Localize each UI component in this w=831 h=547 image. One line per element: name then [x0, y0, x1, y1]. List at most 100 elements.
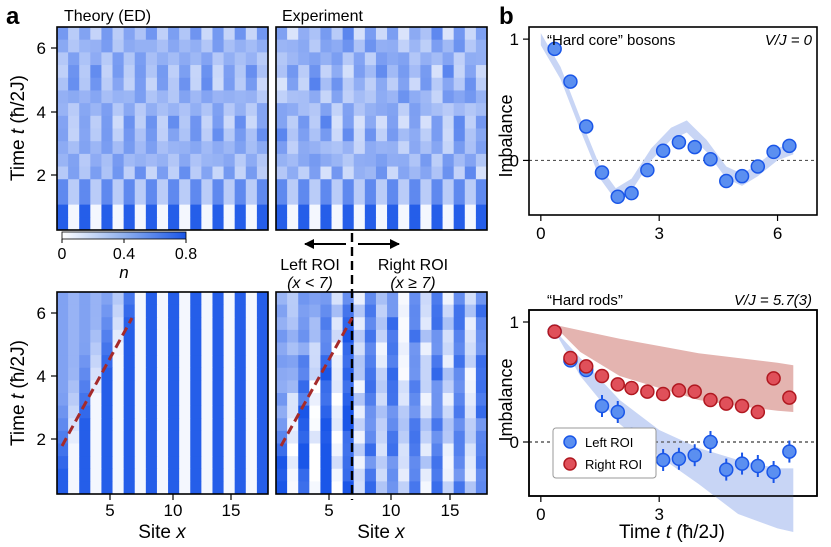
heatmap-cell [287, 153, 299, 167]
heatmap-cell [309, 418, 321, 432]
heatmap-cell [475, 191, 488, 206]
heatmap-cell [245, 191, 258, 206]
heatmap-cell [409, 367, 421, 381]
heatmap-cell [234, 115, 247, 129]
heatmap-cell [331, 217, 344, 231]
plot-frame [528, 309, 818, 497]
heatmap-cell [276, 329, 288, 343]
heatmap-cell [398, 405, 410, 419]
heatmap-cell [442, 179, 455, 193]
heatmap-cell [409, 355, 421, 369]
heatmap-cell [342, 481, 355, 495]
heatmap-cell [420, 191, 432, 206]
heatmap-cell [201, 468, 213, 482]
heatmap-cell [375, 27, 388, 41]
heatmap-cell [179, 418, 191, 432]
heatmap-cell [276, 304, 288, 318]
heatmap-cell [112, 393, 125, 407]
right-roi-point [719, 396, 734, 411]
heatmap-cell [387, 443, 399, 457]
heatmap-cell [57, 217, 69, 231]
heatmap-cell [145, 191, 158, 206]
heatmap-cell [464, 115, 477, 129]
heatmap-cell [398, 191, 410, 206]
heatmap-cell [331, 430, 344, 444]
heatmap-cell [223, 90, 236, 104]
heatmap-cell [475, 128, 488, 142]
heatmap-cell [156, 115, 169, 129]
heatmap-cell [234, 65, 247, 79]
heatmap-cell [101, 405, 113, 419]
heatmap-cell [190, 329, 202, 343]
heatmap-cell [453, 304, 466, 318]
heatmap-cell [145, 166, 158, 180]
heatmap-cell [409, 65, 421, 79]
heatmap-cell [156, 317, 169, 331]
data-point [671, 134, 687, 150]
heatmap-cell [112, 329, 125, 343]
heatmap-cell [201, 90, 213, 104]
heatmap-cell [375, 103, 388, 117]
heatmap-cell [179, 468, 191, 482]
heatmap-cell [320, 468, 332, 482]
heatmap-cell [420, 380, 432, 394]
heatmap-cell [298, 77, 310, 91]
y-tick-label: 0 [510, 151, 519, 170]
heatmap-cell [68, 128, 80, 142]
heatmap-cell [442, 65, 455, 79]
heatmap-cell [420, 329, 432, 343]
heatmap-cell [442, 153, 455, 167]
heatmap-cell [234, 77, 247, 91]
heatmap-cell [145, 103, 158, 117]
heatmap-cell [134, 304, 147, 318]
heatmap-cell [156, 380, 169, 394]
heatmap-cell [168, 103, 180, 117]
heatmap-cell [453, 468, 466, 482]
heatmap-cell [190, 115, 202, 129]
heatmap-cell [212, 39, 224, 53]
heatmap-cell [431, 52, 443, 66]
heatmap-cell [168, 405, 180, 419]
heatmap-cell [287, 430, 299, 444]
heatmap-cell [223, 115, 236, 129]
heatmap-cell [364, 430, 377, 444]
heatmap-cell [145, 430, 158, 444]
heatmap-cell [134, 380, 147, 394]
heatmap-cell [68, 329, 80, 343]
heatmap-cell [245, 77, 258, 91]
heatmap-cell [112, 468, 125, 482]
y-axis-label-top: Time t (ħ/2J) [8, 75, 29, 181]
heatmap-cell [234, 304, 247, 318]
heatmap-cell [331, 393, 344, 407]
heatmap-cell [398, 179, 410, 193]
heatmap-cell [309, 27, 321, 41]
heatmap-cell [134, 77, 147, 91]
heatmap-cell [79, 191, 91, 206]
heatmap-cell [298, 430, 310, 444]
heatmap-cell [464, 77, 477, 91]
heatmap-cell [431, 393, 443, 407]
right-roi-label: Right ROI [378, 257, 448, 274]
heatmap-cell [409, 430, 421, 444]
heatmap-cell [464, 204, 477, 218]
heatmap-cell [475, 405, 488, 419]
heatmap-cell [68, 153, 80, 167]
heatmap-cell [431, 103, 443, 117]
heatmap-cell [134, 443, 147, 457]
heatmap-cell [190, 39, 202, 53]
heatmap-cell [398, 367, 410, 381]
heatmap-cell [168, 443, 180, 457]
heatmap-cell [375, 179, 388, 193]
heatmap-cell [245, 405, 258, 419]
heatmap-cell [342, 90, 355, 104]
heatmap-cell [464, 456, 477, 470]
left-roi-point [594, 398, 610, 414]
heatmap-cell [101, 430, 113, 444]
heatmap-cell [156, 456, 169, 470]
heatmap-cell [90, 292, 102, 306]
heatmap-cell [398, 90, 410, 104]
heatmap-cell [387, 405, 399, 419]
heatmap-cell [409, 217, 421, 231]
heatmap-cell [276, 166, 288, 180]
heatmap-cell [409, 141, 421, 155]
